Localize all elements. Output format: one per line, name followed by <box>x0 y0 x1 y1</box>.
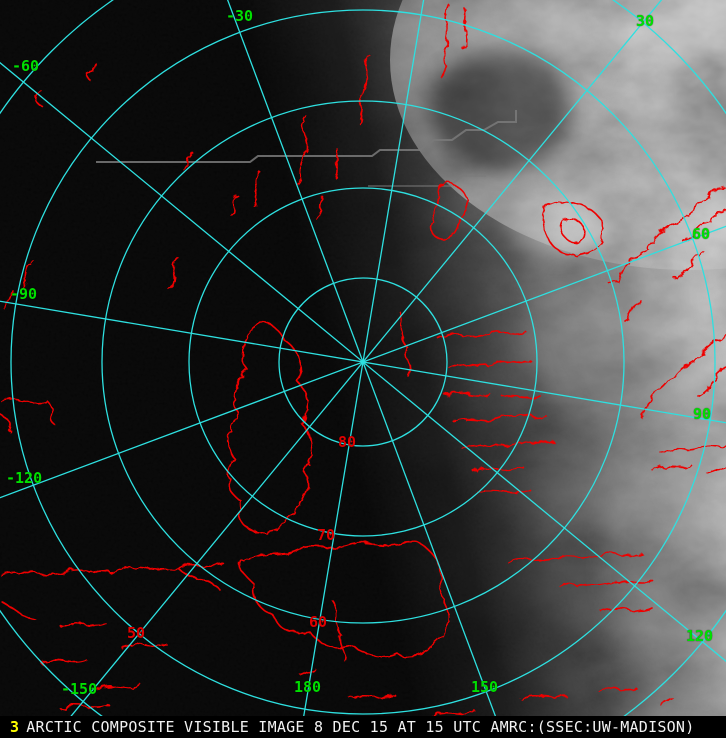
coastlines <box>0 1 726 723</box>
coastline-path <box>0 563 225 619</box>
coastline-path <box>428 179 467 238</box>
coastline-path <box>295 115 307 183</box>
coastline-path <box>609 183 726 321</box>
coastline-path <box>507 551 653 611</box>
coastline-path <box>639 333 726 417</box>
coastline-path <box>226 320 311 532</box>
coastline-path <box>329 597 344 659</box>
latitude-circle-60 <box>101 100 625 624</box>
composite-seam <box>96 110 517 187</box>
latitude-circle-50 <box>10 9 716 715</box>
meridian-150 <box>226 0 505 738</box>
latitude-circle-80 <box>278 277 448 447</box>
coastline-path <box>461 7 466 49</box>
coastline-path <box>33 63 237 215</box>
coastline-path <box>299 667 673 715</box>
coastline-path <box>238 539 448 657</box>
coastline-path <box>441 1 448 79</box>
coastline-path <box>435 329 553 493</box>
caption-text: ARCTIC COMPOSITE VISIBLE IMAGE 8 DEC 15 … <box>26 718 695 736</box>
frame-number: 3 <box>10 718 20 736</box>
coastline-path <box>540 199 604 255</box>
coastline-path <box>1 255 177 307</box>
latitude-circle-70 <box>188 187 538 537</box>
coastline-path <box>39 621 165 723</box>
coastline-path <box>651 442 726 473</box>
coastline-path <box>315 149 339 219</box>
coastline-path <box>357 53 369 123</box>
coastline-path <box>0 397 55 431</box>
coastline-path <box>251 169 259 205</box>
caption-bar: 3 ARCTIC COMPOSITE VISIBLE IMAGE 8 DEC 1… <box>0 716 726 738</box>
